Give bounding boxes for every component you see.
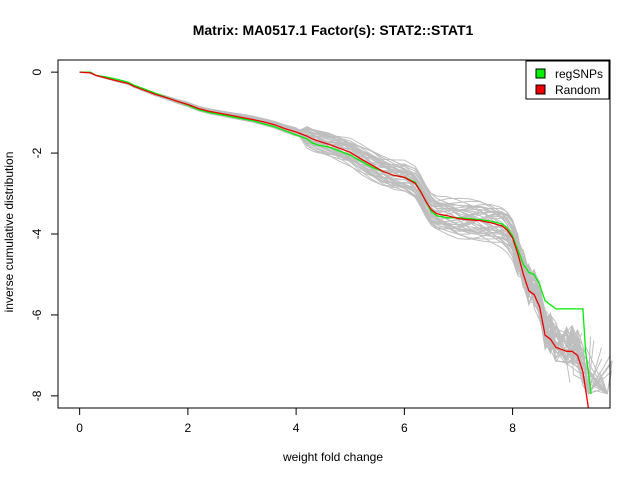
background-curve [79, 71, 571, 366]
x-tick-label: 0 [76, 421, 83, 435]
y-tick-label: -6 [30, 309, 44, 320]
background-curve [79, 71, 608, 395]
y-tick-label: -4 [30, 228, 44, 239]
background-curve [79, 71, 608, 395]
background-curve [79, 71, 608, 395]
series-lines [79, 71, 592, 409]
plot-frame [57, 59, 611, 409]
legend: regSNPs Random [525, 60, 610, 100]
background-curve [79, 71, 608, 395]
background-curve [79, 71, 608, 395]
y-tick-label: -8 [30, 390, 44, 401]
background-curve [79, 71, 608, 395]
background-curve [79, 71, 563, 344]
y-tick-label: -2 [30, 147, 44, 158]
x-tick-label: 8 [509, 421, 516, 435]
y-axis: 0 -2 -4 -6 -8 [30, 68, 59, 401]
background-curve [79, 71, 602, 395]
background-curve [79, 71, 613, 394]
background-curve [79, 71, 601, 395]
background-curve [79, 71, 608, 395]
background-curve [79, 71, 565, 355]
x-tick-label: 2 [185, 421, 192, 435]
background-curve [79, 71, 611, 396]
x-axis-label: weight fold change [282, 450, 383, 464]
background-curve [79, 71, 608, 395]
background-lines [79, 71, 613, 396]
legend-swatch [535, 68, 546, 79]
background-curve [79, 71, 608, 395]
background-curve [79, 71, 608, 395]
y-axis-label: inverse cumulative distribution [2, 152, 16, 313]
legend-swatch [535, 84, 546, 95]
background-curve [79, 71, 608, 395]
x-tick-label: 6 [401, 421, 408, 435]
x-axis: 0 2 4 6 8 [76, 407, 516, 435]
background-curve [79, 71, 608, 395]
series-line-random [79, 71, 590, 409]
chart-title: Matrix: MA0517.1 Factor(s): STAT2::STAT1 [193, 22, 474, 38]
background-curve [79, 71, 603, 389]
x-tick-label: 4 [293, 421, 300, 435]
background-curve [79, 71, 611, 396]
legend-label: Random [555, 83, 600, 97]
background-curve [79, 71, 608, 395]
background-curve [79, 71, 613, 396]
y-tick-label: 0 [30, 68, 44, 75]
background-curve [79, 71, 595, 387]
legend-label: regSNPs [555, 67, 603, 81]
background-curve [79, 71, 608, 395]
